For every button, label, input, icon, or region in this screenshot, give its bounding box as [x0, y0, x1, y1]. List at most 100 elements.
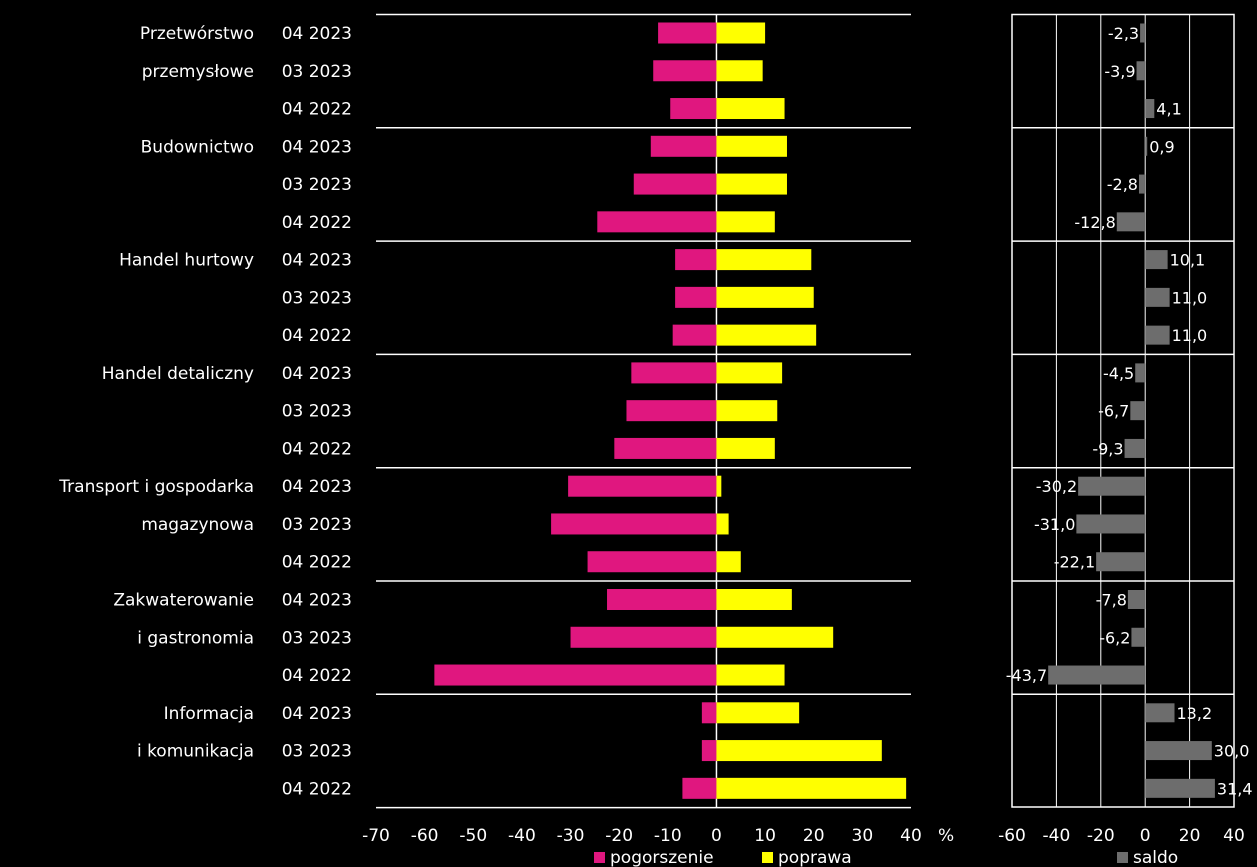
bar-pogorszenie [631, 362, 717, 384]
bar-pogorszenie [650, 135, 717, 157]
category-label: Przetwórstwo [140, 24, 254, 44]
period-label: 04 2022 [282, 666, 352, 686]
bar-saldo [1140, 23, 1146, 43]
period-label: 04 2023 [282, 24, 352, 44]
bar-saldo [1138, 174, 1146, 194]
bar-pogorszenie [675, 286, 717, 308]
period-label: 03 2023 [282, 628, 352, 648]
data-label: -6,7 [1098, 402, 1129, 421]
bar-pogorszenie [658, 22, 717, 44]
bar-poprawa [716, 135, 787, 157]
bar-saldo [1127, 590, 1146, 609]
x-tick-label: 0 [711, 826, 722, 846]
category-label: i gastronomia [137, 628, 254, 648]
period-label: 04 2022 [282, 779, 352, 799]
data-label: 11,0 [1172, 288, 1208, 307]
bar-poprawa [716, 513, 729, 535]
bar-saldo [1124, 438, 1146, 458]
bar-saldo [1078, 476, 1146, 496]
category-label: Informacja [164, 704, 254, 724]
bar-pogorszenie [653, 60, 717, 82]
data-label: -7,8 [1096, 591, 1127, 610]
period-label: 03 2023 [282, 288, 352, 308]
data-label: 4,1 [1156, 100, 1181, 119]
x-unit-label: % [938, 826, 954, 846]
data-label: 13,2 [1177, 704, 1213, 723]
data-label: 10,1 [1170, 251, 1206, 270]
right-chart-panel: -2,3 -3,9 4,1 0,9 -2,8 -12,8 10,1 11,0 11,0 -4,5 -… [998, 13, 1253, 846]
bar-poprawa [716, 324, 817, 346]
category-label: i komunikacja [137, 742, 254, 762]
bar-poprawa [716, 22, 766, 44]
bar-pogorszenie [434, 664, 717, 686]
bar-pogorszenie [633, 173, 717, 195]
category-label: przemysłowe [142, 62, 254, 82]
bar-pogorszenie [614, 437, 717, 459]
data-label: -43,7 [1006, 666, 1047, 685]
legend-swatch [1117, 852, 1128, 863]
period-label: 04 2023 [282, 137, 352, 157]
bar-poprawa [716, 740, 882, 762]
x-tick-label: -60 [411, 826, 439, 846]
period-label: 03 2023 [282, 742, 352, 762]
data-label: 11,0 [1172, 326, 1208, 345]
bar-poprawa [716, 626, 834, 648]
bar-poprawa [716, 362, 783, 384]
period-label: 04 2023 [282, 251, 352, 271]
bar-saldo [1145, 136, 1148, 156]
data-label: -30,2 [1036, 477, 1077, 496]
category-label: Transport i gospodarka [58, 477, 254, 497]
bar-saldo [1130, 401, 1146, 421]
data-label: -9,3 [1092, 439, 1123, 458]
bar-pogorszenie [670, 98, 717, 120]
legend-label: saldo [1133, 848, 1178, 867]
plot-frame [1011, 13, 1235, 808]
period-label: 03 2023 [282, 402, 352, 422]
data-label: -3,9 [1104, 62, 1135, 81]
bar-saldo [1096, 552, 1146, 572]
data-label: -6,2 [1099, 628, 1130, 647]
x-tick-label: 40 [900, 826, 922, 846]
bar-saldo [1145, 703, 1175, 723]
x-tick-label: 30 [852, 826, 874, 846]
bar-saldo [1131, 627, 1146, 647]
bar-pogorszenie [701, 740, 717, 762]
data-label: -22,1 [1054, 553, 1095, 572]
data-label: -2,8 [1107, 175, 1138, 194]
bar-poprawa [716, 400, 778, 422]
bar-pogorszenie [682, 777, 717, 799]
data-label: -31,0 [1034, 515, 1075, 534]
x-tick-label: -20 [1087, 826, 1115, 846]
bar-poprawa [716, 211, 775, 233]
data-label: 31,4 [1217, 779, 1253, 798]
period-label: 04 2022 [282, 439, 352, 459]
x-tick-label: -60 [998, 826, 1026, 846]
bar-poprawa [716, 173, 787, 195]
period-label: 04 2022 [282, 213, 352, 233]
bar-pogorszenie [551, 513, 717, 535]
bar-saldo [1135, 363, 1146, 383]
bar-pogorszenie [570, 626, 717, 648]
bar-pogorszenie [675, 249, 717, 271]
period-label: 04 2023 [282, 704, 352, 724]
category-label: Handel detaliczny [102, 364, 254, 384]
bar-poprawa [716, 286, 814, 308]
category-label: Budownictwo [141, 137, 254, 157]
period-label: 03 2023 [282, 62, 352, 82]
bar-pogorszenie [672, 324, 717, 346]
period-label: 04 2022 [282, 326, 352, 346]
data-label: -2,3 [1108, 24, 1139, 43]
x-tick-label: 0 [1140, 826, 1151, 846]
bar-saldo [1048, 665, 1146, 685]
period-label: 04 2022 [282, 100, 352, 120]
x-tick-label: -10 [654, 826, 682, 846]
bar-saldo [1145, 287, 1170, 307]
bar-pogorszenie [568, 475, 717, 497]
bar-pogorszenie [607, 589, 717, 610]
category-label: Handel hurtowy [119, 251, 254, 271]
bar-poprawa [716, 702, 800, 724]
legend-swatch [594, 852, 605, 863]
period-label: 03 2023 [282, 515, 352, 535]
left-chart-panel: Przetwórstwo przemysłowe 04 2023 03 2023 04 … [58, 13, 954, 846]
